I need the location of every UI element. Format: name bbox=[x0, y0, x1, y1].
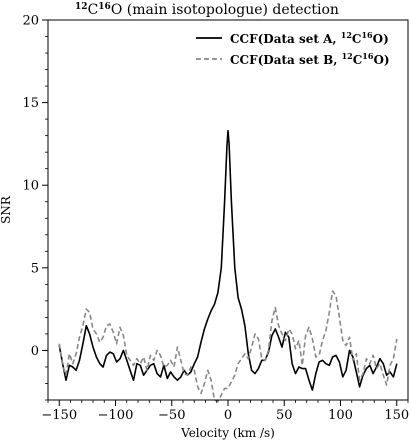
legend-a-prefix: CCF(Data set A, bbox=[230, 32, 341, 46]
legend-a-suffix: O) bbox=[373, 32, 389, 46]
legend-b-sup-12: 12 bbox=[342, 51, 353, 61]
series-line-data-set-a bbox=[58, 129, 398, 391]
y-tick-label: 5 bbox=[31, 261, 39, 276]
title-element-c: C bbox=[88, 2, 99, 18]
legend-a-sup-12: 12 bbox=[341, 30, 352, 40]
legend-b-prefix: CCF(Data set B, bbox=[230, 53, 342, 67]
title-rest: O (main isotopologue) detection bbox=[111, 2, 339, 18]
legend-b-element-c: C bbox=[353, 53, 363, 67]
legend-label-data-set-b: CCF(Data set B, 12C16O) bbox=[230, 51, 390, 67]
x-axis-title: Velocity (km /s) bbox=[180, 426, 275, 440]
x-tick-label: −100 bbox=[98, 408, 134, 423]
x-tick-label: 0 bbox=[224, 408, 232, 423]
legend-label-data-set-a: CCF(Data set A, 12C16O) bbox=[230, 30, 389, 46]
title-superscript-12: 12 bbox=[75, 2, 88, 12]
legend-a-sup-16: 16 bbox=[361, 30, 373, 40]
x-tick-label: 50 bbox=[276, 408, 293, 423]
y-axis-title: SNR bbox=[0, 195, 13, 224]
y-tick-label: 15 bbox=[22, 96, 39, 111]
y-tick-label: 0 bbox=[31, 344, 39, 359]
x-tick-label: −50 bbox=[158, 408, 185, 423]
y-tick-label: 10 bbox=[22, 179, 39, 194]
series-line-data-set-b bbox=[58, 290, 398, 403]
legend-b-suffix: O) bbox=[373, 53, 389, 67]
series-layer bbox=[58, 129, 398, 403]
legend-b-sup-16: 16 bbox=[362, 51, 374, 61]
x-tick-label: 100 bbox=[328, 408, 353, 423]
ticks-layer: −150 −100 −50 0 50 100 150 0 5 10 15 20 bbox=[22, 14, 409, 424]
legend: CCF(Data set A, 12C16O) CCF(Data set B, … bbox=[196, 30, 390, 67]
x-tick-label: −150 bbox=[41, 408, 77, 423]
plot-frame bbox=[47, 19, 409, 401]
x-tick-label: 150 bbox=[384, 408, 409, 423]
title-superscript-16: 16 bbox=[98, 2, 111, 12]
legend-a-element-c: C bbox=[352, 32, 362, 46]
chart-title: 12C16O (main isotopologue) detection bbox=[75, 2, 339, 18]
y-tick-label: 20 bbox=[22, 14, 39, 29]
